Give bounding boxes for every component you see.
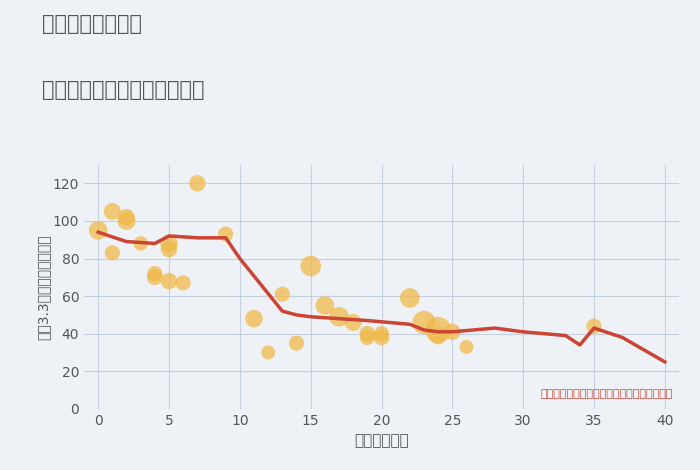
Point (262, 349, 274, 356)
Point (433, 326, 444, 334)
Text: 築年数別中古マンション価格: 築年数別中古マンション価格 (42, 80, 204, 100)
Point (178, 279, 189, 287)
Point (163, 277, 174, 285)
Point (149, 270, 160, 277)
Point (248, 315, 260, 322)
Point (333, 313, 344, 321)
Point (319, 302, 330, 309)
Point (163, 240, 174, 247)
Point (106, 208, 118, 215)
Point (376, 334, 387, 341)
Point (404, 294, 415, 302)
Point (149, 274, 160, 281)
Point (362, 330, 373, 337)
Point (589, 322, 600, 330)
Point (433, 332, 444, 339)
Point (276, 290, 288, 298)
Text: 円の大きさは、取引のあった物件面積を示す: 円の大きさは、取引のあった物件面積を示す (540, 389, 673, 399)
Point (106, 249, 118, 257)
Point (305, 262, 316, 270)
Point (447, 328, 458, 336)
Y-axis label: 坪（3.3㎡）単価（万円）: 坪（3.3㎡）単価（万円） (36, 234, 50, 339)
Point (376, 330, 387, 337)
Point (220, 230, 231, 238)
Point (163, 245, 174, 253)
Point (192, 180, 203, 187)
Point (348, 319, 359, 326)
Point (121, 217, 132, 225)
Point (92, 227, 104, 234)
Point (419, 319, 430, 326)
Point (121, 213, 132, 221)
Text: 千葉県市原市駒込: 千葉県市原市駒込 (42, 14, 142, 34)
X-axis label: 築年数（年）: 築年数（年） (354, 433, 409, 448)
Point (135, 240, 146, 247)
Point (362, 334, 373, 341)
Point (461, 343, 472, 351)
Point (291, 339, 302, 347)
